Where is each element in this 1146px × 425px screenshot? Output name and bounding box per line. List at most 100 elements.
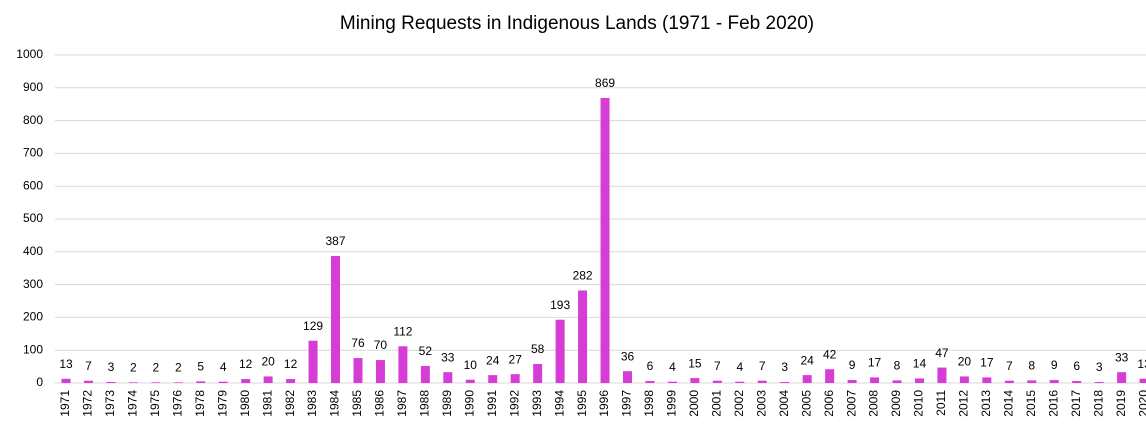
x-tick-label: 1991 bbox=[485, 390, 499, 417]
x-tick-label: 2010 bbox=[912, 390, 926, 417]
bar bbox=[578, 290, 588, 383]
bar bbox=[847, 380, 857, 383]
bar bbox=[308, 340, 318, 383]
bar bbox=[645, 381, 655, 383]
bar bbox=[465, 379, 475, 383]
data-label: 3 bbox=[781, 360, 788, 374]
bar bbox=[959, 376, 969, 383]
bar bbox=[286, 379, 296, 383]
x-tick-label: 1996 bbox=[597, 390, 611, 417]
data-label: 12 bbox=[284, 357, 298, 371]
x-tick-label: 2013 bbox=[979, 390, 993, 417]
x-tick-label: 2001 bbox=[710, 390, 724, 417]
data-label: 17 bbox=[980, 356, 994, 370]
data-label: 17 bbox=[868, 356, 882, 370]
bar bbox=[1027, 380, 1037, 383]
x-tick-label: 1985 bbox=[350, 390, 364, 417]
x-tick-label: 2007 bbox=[844, 390, 858, 417]
x-tick-label: 1981 bbox=[260, 390, 274, 417]
data-label: 20 bbox=[261, 355, 275, 369]
data-label: 2 bbox=[175, 361, 182, 375]
data-label: 2 bbox=[152, 361, 159, 375]
data-label: 13 bbox=[59, 357, 73, 371]
data-label: 2 bbox=[130, 361, 137, 375]
data-label: 3 bbox=[1096, 360, 1103, 374]
data-label: 36 bbox=[621, 349, 635, 363]
data-label: 7 bbox=[759, 359, 766, 373]
bar bbox=[937, 367, 947, 383]
bar bbox=[555, 319, 565, 383]
bar bbox=[331, 256, 341, 383]
x-tick-label: 1982 bbox=[283, 390, 297, 417]
data-label: 3 bbox=[108, 360, 115, 374]
y-tick-label: 0 bbox=[36, 375, 43, 389]
bar bbox=[173, 382, 183, 383]
bar bbox=[825, 369, 835, 383]
data-label: 4 bbox=[220, 360, 227, 374]
bar bbox=[241, 379, 251, 383]
bar bbox=[690, 378, 700, 383]
x-tick-label: 2002 bbox=[732, 390, 746, 417]
data-label: 13 bbox=[1137, 357, 1146, 371]
data-label: 42 bbox=[823, 347, 837, 361]
data-label: 52 bbox=[419, 344, 433, 358]
bar bbox=[735, 381, 745, 383]
y-tick-label: 500 bbox=[23, 211, 43, 225]
y-tick-label: 600 bbox=[23, 178, 43, 192]
x-tick-label: 1975 bbox=[148, 390, 162, 417]
data-label: 387 bbox=[326, 234, 346, 248]
bar bbox=[375, 360, 385, 383]
bar bbox=[982, 377, 992, 383]
x-tick-label: 1986 bbox=[373, 390, 387, 417]
x-tick-label: 2008 bbox=[867, 390, 881, 417]
y-tick-label: 200 bbox=[23, 310, 43, 324]
bar bbox=[1049, 380, 1059, 383]
bar bbox=[128, 382, 138, 383]
bar bbox=[1117, 372, 1127, 383]
x-tick-label: 2009 bbox=[889, 390, 903, 417]
data-label: 33 bbox=[1115, 350, 1129, 364]
bar bbox=[802, 375, 812, 383]
data-label: 9 bbox=[1051, 358, 1058, 372]
x-tick-label: 1997 bbox=[620, 390, 634, 417]
bar bbox=[533, 363, 543, 383]
x-tick-label: 2017 bbox=[1069, 390, 1083, 417]
bar bbox=[667, 381, 677, 383]
bar bbox=[83, 380, 93, 383]
data-label: 70 bbox=[374, 338, 388, 352]
x-tick-label: 1999 bbox=[665, 390, 679, 417]
data-label: 10 bbox=[464, 358, 478, 372]
data-label: 15 bbox=[688, 356, 702, 370]
y-tick-label: 300 bbox=[23, 277, 43, 291]
data-label: 58 bbox=[531, 342, 545, 356]
y-tick-label: 1000 bbox=[16, 47, 43, 61]
x-tick-label: 2012 bbox=[957, 390, 971, 417]
x-tick-label: 1974 bbox=[126, 390, 140, 417]
data-label: 4 bbox=[736, 360, 743, 374]
x-tick-label: 1979 bbox=[215, 390, 229, 417]
bar bbox=[623, 371, 632, 383]
x-tick-label: 1973 bbox=[103, 390, 117, 417]
x-tick-label: 1980 bbox=[238, 390, 252, 417]
data-label: 129 bbox=[303, 319, 323, 333]
x-tick-label: 2014 bbox=[1001, 390, 1015, 417]
bar bbox=[151, 382, 161, 383]
data-label: 76 bbox=[351, 336, 365, 350]
bar bbox=[353, 358, 363, 383]
x-tick-label: 1988 bbox=[418, 390, 432, 417]
data-label: 7 bbox=[714, 359, 721, 373]
data-label: 5 bbox=[197, 360, 204, 374]
data-label: 12 bbox=[239, 357, 253, 371]
data-label: 6 bbox=[1073, 359, 1080, 373]
x-tick-label: 2011 bbox=[934, 390, 948, 416]
y-tick-label: 800 bbox=[23, 113, 43, 127]
x-tick-label: 2000 bbox=[687, 390, 701, 417]
bar bbox=[892, 380, 902, 383]
x-tick-label: 2005 bbox=[799, 390, 813, 417]
bar bbox=[398, 346, 408, 383]
x-tick-label: 2016 bbox=[1046, 390, 1060, 417]
x-tick-label: 1972 bbox=[81, 390, 95, 417]
data-label: 24 bbox=[486, 353, 500, 367]
bar bbox=[1072, 381, 1082, 383]
